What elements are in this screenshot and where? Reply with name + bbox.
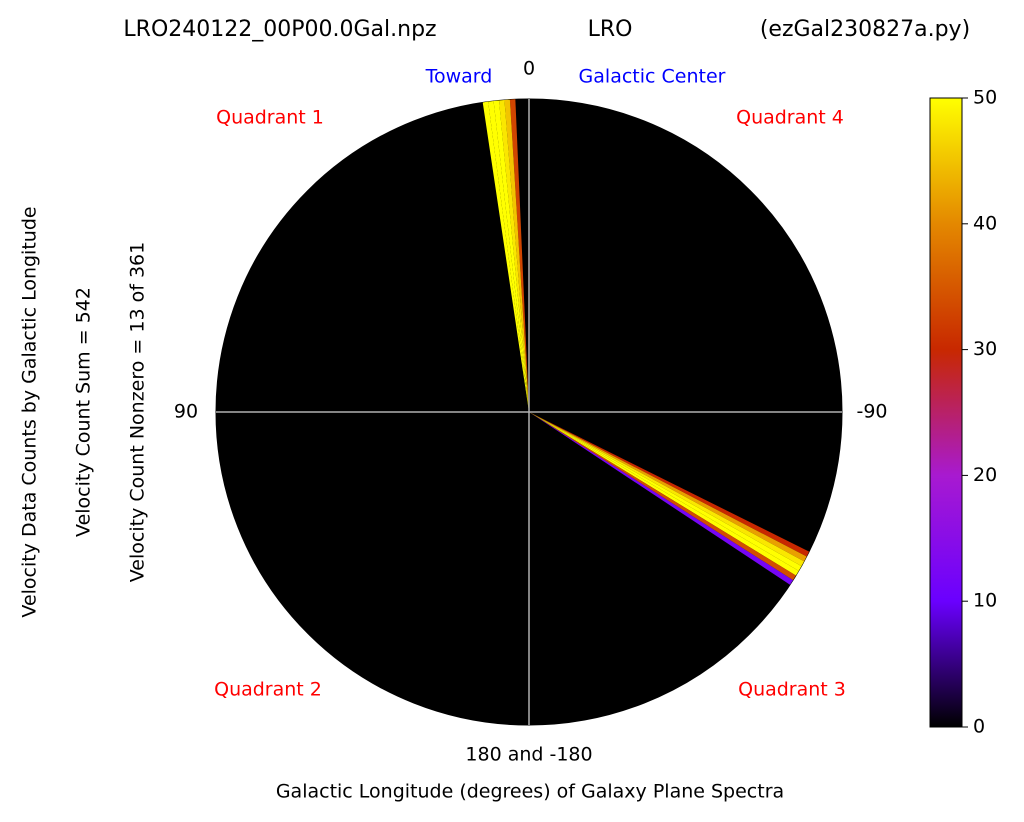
theta-tick-label: 90 bbox=[174, 401, 198, 423]
theta-tick-label: 0 bbox=[523, 58, 535, 80]
wedge bbox=[529, 412, 805, 567]
colorbar-tick-label: 30 bbox=[973, 338, 997, 360]
colorbar-tick-label: 40 bbox=[973, 212, 997, 234]
annotation: Quadrant 4 bbox=[736, 107, 844, 129]
annotation: Quadrant 1 bbox=[216, 107, 324, 129]
wedge bbox=[509, 99, 529, 412]
colorbar-tick-label: 0 bbox=[973, 716, 985, 738]
wedge bbox=[504, 99, 529, 413]
wedge bbox=[529, 412, 799, 576]
colorbar-tick-label: 50 bbox=[973, 87, 997, 109]
title-script: (ezGal230827a.py) bbox=[760, 17, 970, 42]
annotation: Toward bbox=[425, 66, 493, 88]
wedge bbox=[499, 99, 529, 412]
wedge bbox=[529, 412, 793, 585]
wedge bbox=[493, 100, 529, 413]
x-axis-label: Galactic Longitude (degrees) of Galaxy P… bbox=[276, 781, 784, 803]
wedge bbox=[482, 101, 529, 412]
title-station: LRO bbox=[588, 17, 633, 42]
y-axis-label: Velocity Count Nonzero = 13 of 361 bbox=[127, 242, 149, 582]
y-axis-label: Velocity Count Sum = 542 bbox=[73, 287, 95, 537]
annotation: Quadrant 3 bbox=[738, 679, 846, 701]
wedge bbox=[529, 412, 802, 571]
theta-tick-label: -90 bbox=[856, 401, 887, 423]
wedge bbox=[488, 101, 529, 412]
wedge bbox=[529, 412, 810, 557]
colorbar-tick-label: 10 bbox=[973, 590, 997, 612]
y-axis-label: Velocity Data Counts by Galactic Longitu… bbox=[19, 206, 41, 617]
theta-tick-label: 180 and -180 bbox=[465, 744, 592, 766]
colorbar bbox=[929, 97, 963, 728]
wedge bbox=[529, 412, 807, 562]
annotation: Galactic Center bbox=[579, 66, 726, 88]
wedge bbox=[529, 412, 796, 581]
colorbar-tick-label: 20 bbox=[973, 464, 997, 486]
title-file: LRO240122_00P00.0Gal.npz bbox=[123, 17, 436, 42]
annotation: Quadrant 2 bbox=[214, 679, 322, 701]
